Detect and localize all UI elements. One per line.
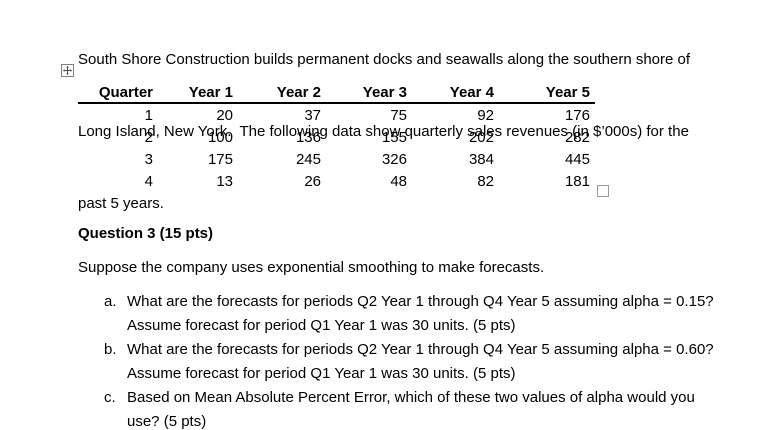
table-cell: 37	[304, 106, 321, 124]
table-cell: 20	[216, 106, 233, 124]
table-cell: 13	[216, 172, 233, 190]
question-item-line: Assume forecast for period Q1 Year 1 was…	[127, 365, 516, 382]
table-cell: 26	[304, 172, 321, 190]
question-item-text: Based on Mean Absolute Percent Error, wh…	[127, 386, 738, 430]
question-item-text: What are the forecasts for periods Q2 Ye…	[127, 290, 738, 338]
intro-paragraph: South Shore Construction builds permanen…	[78, 0, 690, 264]
table-cell: 82	[477, 172, 494, 190]
quarterly-sales-table: Quarter Year 1 Year 2 Year 3 Year 4 Year…	[78, 82, 595, 192]
table-cell: 202	[468, 128, 494, 146]
table-cell: 2	[144, 128, 153, 146]
table-cell: 75	[390, 106, 407, 124]
question-item-b: b. What are the forecasts for periods Q2…	[104, 338, 738, 386]
table-header-cell: Year 5	[499, 82, 595, 104]
question-item-a: a. What are the forecasts for periods Q2…	[104, 290, 738, 338]
table-row: 4 13 26 48 82 181	[78, 170, 595, 192]
table-cell: 384	[468, 150, 494, 168]
table-row: 2 100 136 155 202 282	[78, 126, 595, 148]
question-item-line: What are the forecasts for periods Q2 Ye…	[127, 341, 714, 358]
table-cell: 175	[207, 150, 233, 168]
list-marker: a.	[104, 293, 117, 310]
list-marker: c.	[104, 389, 116, 406]
intro-line: Long Island, New York. The following dat…	[78, 123, 689, 140]
table-row: 1 20 37 75 92 176	[78, 103, 595, 126]
table-header-cell: Year 1	[158, 82, 238, 104]
table-move-handle[interactable]	[61, 64, 74, 77]
table-row: 3 175 245 326 384 445	[78, 148, 595, 170]
table-header-cell: Year 2	[238, 82, 326, 104]
question-list: a. What are the forecasts for periods Q2…	[78, 290, 738, 430]
question-item-line: What are the forecasts for periods Q2 Ye…	[127, 293, 714, 310]
question-item-line: Assume forecast for period Q1 Year 1 was…	[127, 317, 516, 334]
intro-line: South Shore Construction builds permanen…	[78, 51, 691, 68]
question-item-line: Based on Mean Absolute Percent Error, wh…	[127, 389, 695, 406]
question-item-text: What are the forecasts for periods Q2 Ye…	[127, 338, 738, 386]
question-lead: Suppose the company uses exponential smo…	[78, 259, 545, 276]
table-cell: 176	[564, 106, 590, 124]
table-cell: 136	[295, 128, 321, 146]
table-resize-handle[interactable]	[597, 185, 609, 197]
table-cell: 245	[295, 150, 321, 168]
move-cross-icon	[63, 66, 72, 75]
question-item-c: c. Based on Mean Absolute Percent Error,…	[104, 386, 738, 430]
table-cell: 1	[144, 106, 153, 124]
table-cell: 3	[144, 150, 153, 168]
list-marker: b.	[104, 341, 117, 358]
question-item-line: use? (5 pts)	[127, 413, 207, 430]
table-header-cell: Year 3	[326, 82, 412, 104]
question-heading: Question 3 (15 pts)	[78, 225, 214, 242]
table-cell: 181	[564, 172, 590, 190]
table-cell: 155	[381, 128, 407, 146]
question-section: Question 3 (15 pts) Suppose the company …	[78, 222, 738, 430]
table-header-row: Quarter Year 1 Year 2 Year 3 Year 4 Year…	[78, 82, 595, 104]
table-cell: 445	[564, 150, 590, 168]
table-cell: 4	[144, 172, 153, 190]
table-cell: 48	[390, 172, 407, 190]
table-header-cell: Year 4	[412, 82, 499, 104]
table-cell: 326	[381, 150, 407, 168]
table-cell: 282	[564, 128, 590, 146]
table-cell: 100	[207, 128, 233, 146]
table-cell: 92	[477, 106, 494, 124]
table-header-cell: Quarter	[78, 82, 158, 104]
intro-line: past 5 years.	[78, 195, 164, 212]
